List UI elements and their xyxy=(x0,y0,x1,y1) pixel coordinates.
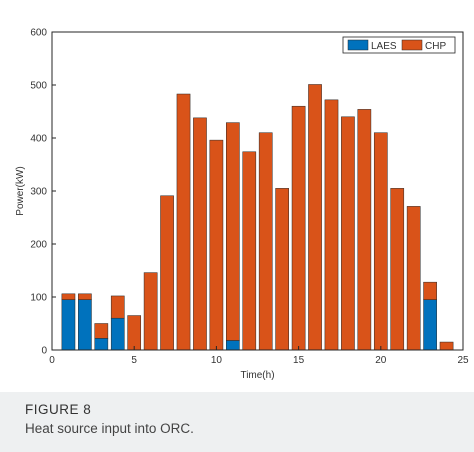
bar-chp-24 xyxy=(439,341,454,351)
axis-ticks: 0 5 10 15 20 25 0 100 200 300 400 500 600 xyxy=(30,28,469,367)
x-tick-label: 10 xyxy=(211,355,223,366)
bar-chp-22 xyxy=(406,206,421,351)
bar-laes-1 xyxy=(61,299,76,351)
bar-chp-3 xyxy=(94,323,109,339)
bar-chp-11 xyxy=(226,122,240,341)
bar-chp-15 xyxy=(291,105,306,351)
bar-chp-6 xyxy=(143,272,158,351)
caption-panel xyxy=(0,392,474,452)
bar-chp-19 xyxy=(357,109,372,351)
bar-laes-3 xyxy=(94,338,109,351)
y-tick-label: 200 xyxy=(30,240,47,251)
figure-label: FIGURE 8 xyxy=(25,402,92,417)
bar-chp-20 xyxy=(373,132,388,351)
bar-chp-8 xyxy=(176,93,191,351)
legend: LAES CHP xyxy=(342,36,456,54)
bar-chp-4 xyxy=(110,295,125,319)
bar-chp-7 xyxy=(160,195,174,351)
stacked-bar-chart: 0 5 10 15 20 25 0 100 200 300 400 500 600 Time(h) Po… xyxy=(15,28,469,382)
y-tick-label: 300 xyxy=(30,187,47,198)
bar-chp-9 xyxy=(193,117,207,351)
figure-caption: Heat source input into ORC. xyxy=(25,421,194,436)
bar-laes-23 xyxy=(423,299,437,351)
bar-chp-21 xyxy=(390,188,405,351)
bar-laes-2 xyxy=(78,299,92,351)
x-tick-label: 0 xyxy=(49,355,55,366)
bars-layer xyxy=(61,84,454,351)
bar-chp-1 xyxy=(61,293,76,300)
bar-chp-16 xyxy=(308,84,322,351)
y-tick-label: 100 xyxy=(30,293,47,304)
bar-chp-2 xyxy=(78,293,92,300)
x-tick-label: 25 xyxy=(457,355,469,366)
legend-swatch-chp xyxy=(401,39,423,51)
bar-laes-11 xyxy=(226,340,240,351)
bar-chp-12 xyxy=(242,151,257,351)
bar-chp-18 xyxy=(341,116,355,351)
bar-chp-13 xyxy=(258,132,273,351)
bar-laes-4 xyxy=(110,317,125,351)
bar-chp-17 xyxy=(324,99,339,351)
y-tick-label: 600 xyxy=(30,28,47,39)
x-axis-label: Time(h) xyxy=(240,370,274,381)
legend-label-chp: CHP xyxy=(425,41,446,52)
y-axis-label: Power(kW) xyxy=(15,166,26,215)
y-tick-label: 400 xyxy=(30,134,47,145)
bar-chp-14 xyxy=(275,188,289,351)
legend-box xyxy=(342,36,456,54)
bar-chp-23 xyxy=(423,281,437,300)
x-tick-label: 20 xyxy=(375,355,387,366)
legend-label-laes: LAES xyxy=(371,41,397,52)
y-tick-label: 500 xyxy=(30,81,47,92)
bar-chp-10 xyxy=(209,139,224,351)
x-tick-label: 5 xyxy=(131,355,137,366)
x-tick-label: 15 xyxy=(293,355,305,366)
y-tick-label: 0 xyxy=(41,346,47,357)
legend-swatch-laes xyxy=(347,39,369,51)
bar-chp-5 xyxy=(127,315,142,351)
